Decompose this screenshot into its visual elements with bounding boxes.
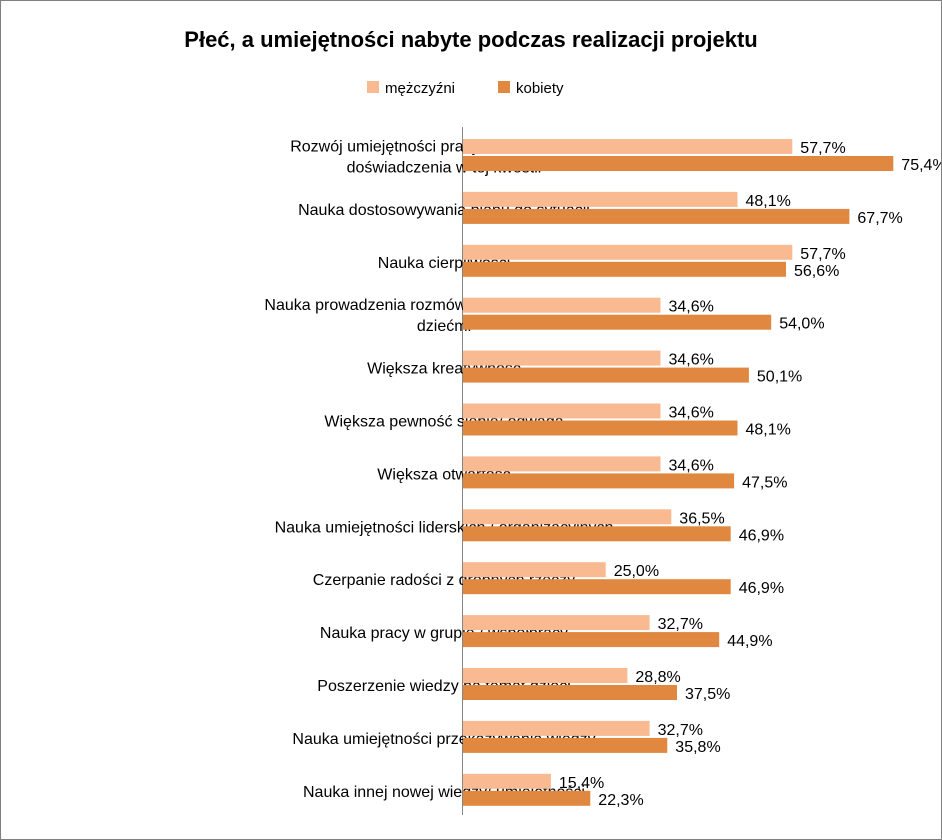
data-label-women: 54,0%	[779, 316, 824, 333]
legend-swatch-men	[367, 81, 379, 93]
data-label-women: 75,4%	[901, 157, 941, 174]
bar-women	[463, 420, 738, 436]
bar-men	[463, 297, 661, 313]
data-label-men: 34,6%	[669, 405, 714, 422]
bar-men	[463, 720, 650, 736]
bar-women	[463, 526, 731, 542]
bar-women	[463, 156, 894, 171]
legend-label-women: kobiety	[516, 80, 564, 97]
bar-men	[463, 456, 661, 472]
data-label-men: 34,6%	[669, 457, 714, 474]
bar-women	[463, 632, 720, 648]
bar-men	[463, 191, 738, 207]
bar-men	[463, 562, 606, 578]
bar-women	[463, 261, 786, 277]
bar-men	[463, 403, 661, 419]
data-label-women: 50,1%	[757, 369, 802, 386]
data-label-women: 47,5%	[742, 474, 787, 491]
data-label-men: 32,7%	[658, 616, 703, 633]
legend: mężczyźni kobiety	[367, 80, 564, 97]
data-label-men: 57,7%	[800, 140, 845, 157]
bar-women	[463, 314, 772, 330]
data-label-women: 46,9%	[739, 580, 784, 597]
data-label-women: 44,9%	[727, 633, 772, 650]
legend-label-men: mężczyźni	[385, 80, 455, 97]
plot-area: Rozwój umiejętności pracy z dziećmi/ now…	[264, 139, 941, 809]
data-label-women: 22,3%	[598, 792, 643, 809]
data-label-men: 48,1%	[746, 193, 791, 210]
bar-women	[463, 208, 850, 224]
data-label-women: 46,9%	[739, 527, 784, 544]
data-label-men: 36,5%	[679, 510, 724, 527]
category-label: dziećmi	[417, 318, 471, 335]
bar-women	[463, 473, 735, 489]
bar-men	[463, 350, 661, 366]
bar-women	[463, 737, 668, 753]
data-label-men: 32,7%	[658, 722, 703, 739]
chart-title: Płeć, a umiejętności nabyte podczas real…	[184, 27, 757, 52]
data-label-women: 35,8%	[675, 739, 720, 756]
data-label-women: 48,1%	[746, 422, 791, 439]
data-label-men: 25,0%	[614, 563, 659, 580]
bar-women	[463, 367, 749, 383]
data-label-men: 34,6%	[669, 352, 714, 369]
bar-men	[463, 244, 793, 260]
data-label-men: 28,8%	[635, 669, 680, 686]
data-label-men: 34,6%	[669, 299, 714, 316]
data-label-men: 57,7%	[800, 246, 845, 263]
bar-women	[463, 790, 591, 806]
bar-men	[463, 509, 672, 525]
data-label-women: 37,5%	[685, 686, 730, 703]
data-label-women: 56,6%	[794, 263, 839, 280]
legend-swatch-women	[498, 81, 510, 93]
bar-men	[463, 668, 628, 683]
data-label-men: 15,4%	[559, 775, 604, 792]
data-label-women: 67,7%	[857, 210, 902, 227]
bar-men	[463, 139, 793, 154]
bar-women	[463, 579, 731, 595]
bar-men	[463, 615, 650, 631]
bar-men	[463, 773, 551, 789]
bar-women	[463, 685, 677, 700]
